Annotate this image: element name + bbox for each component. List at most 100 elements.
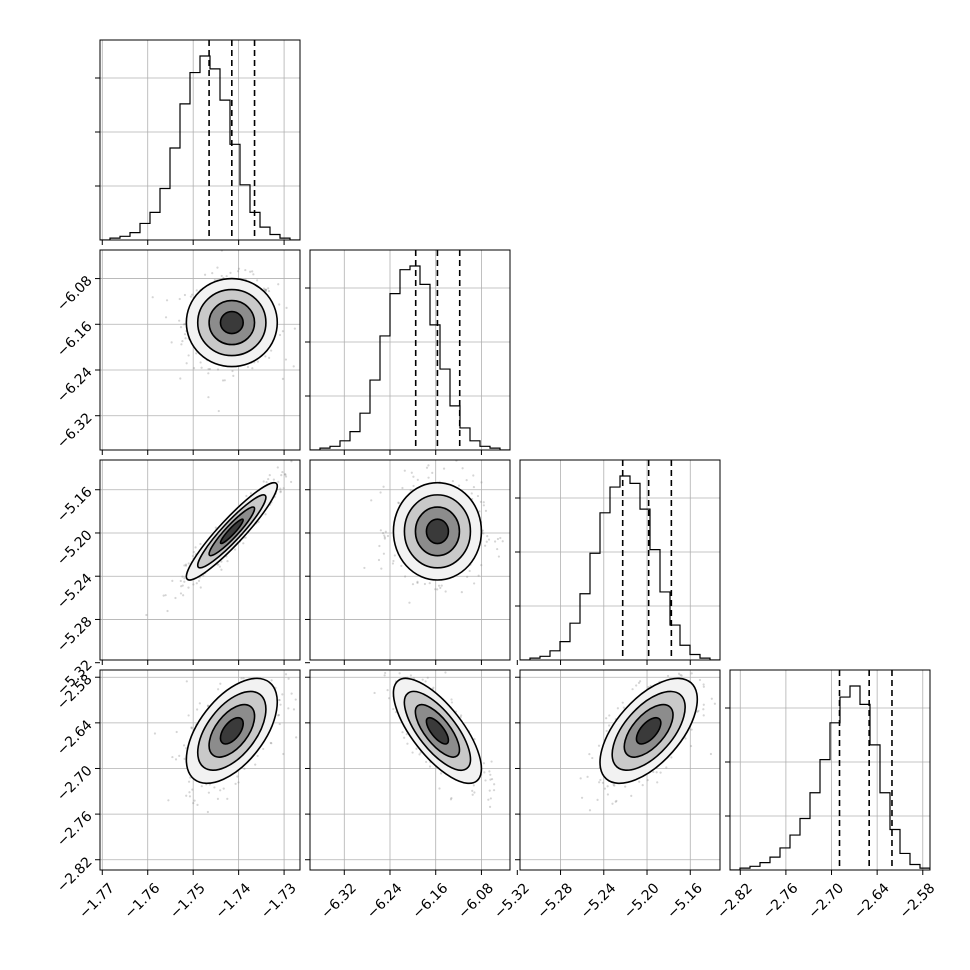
sample-point: [287, 677, 290, 680]
sample-point: [677, 672, 681, 675]
x-tick-label: −2.76: [760, 880, 802, 922]
sample-point: [603, 787, 606, 790]
sample-point: [256, 360, 260, 363]
sample-point: [223, 379, 226, 382]
hist-panel-2: [515, 459, 721, 665]
sample-point: [489, 778, 492, 781]
sample-point: [242, 542, 245, 545]
sample-point: [213, 786, 216, 789]
sample-point: [200, 366, 203, 369]
sample-point: [196, 803, 199, 807]
sample-point: [244, 268, 247, 272]
sample-point: [373, 691, 376, 695]
sample-point: [386, 689, 389, 692]
sample-point: [425, 466, 429, 469]
density-contour: [208, 506, 256, 557]
sample-point: [267, 287, 270, 290]
sample-point: [237, 267, 241, 270]
sample-point: [206, 704, 210, 707]
sample-point: [490, 760, 493, 763]
sample-point: [178, 319, 181, 322]
sample-point: [411, 583, 415, 586]
density-contour: [392, 481, 483, 581]
sample-point: [416, 581, 419, 584]
sample-point: [679, 673, 682, 677]
density-contour: [425, 518, 450, 545]
sample-point: [689, 744, 693, 748]
sample-point: [277, 283, 280, 286]
sample-point: [482, 504, 485, 507]
sample-point: [187, 780, 191, 783]
sample-point: [439, 586, 442, 589]
sample-point: [263, 288, 267, 291]
sample-point: [484, 544, 487, 547]
density-contour: [635, 716, 662, 745]
sample-point: [179, 326, 183, 329]
sample-point: [187, 562, 190, 565]
sample-point: [269, 741, 272, 745]
sample-point: [652, 770, 655, 774]
sample-point: [614, 800, 617, 803]
sample-point: [265, 288, 268, 292]
sample-point: [183, 293, 187, 297]
sample-point: [485, 540, 488, 543]
x-tick-label: −6.16: [410, 880, 452, 922]
sample-point: [236, 775, 239, 778]
sample-point: [489, 797, 492, 800]
sample-point: [306, 704, 308, 706]
sample-point: [424, 680, 427, 683]
sample-point: [170, 341, 173, 344]
y-tick-label: −6.16: [54, 319, 96, 361]
sample-point: [406, 742, 409, 745]
sample-point: [487, 538, 491, 541]
sample-point: [363, 566, 366, 570]
sample-point: [702, 714, 705, 717]
sample-point: [264, 288, 268, 291]
sample-point: [167, 799, 170, 802]
sample-point: [267, 290, 271, 293]
y-tick-label: −5.16: [54, 484, 96, 526]
sample-point: [416, 580, 419, 583]
sample-point: [295, 736, 298, 739]
y-tick-label: −2.64: [54, 717, 96, 759]
sample-point: [382, 485, 385, 488]
sample-point: [437, 584, 441, 587]
sample-point: [185, 747, 188, 750]
sample-point: [434, 588, 437, 591]
sample-point: [439, 772, 443, 775]
sample-point: [599, 778, 602, 782]
sample-point: [200, 785, 203, 788]
sample-point: [251, 270, 254, 273]
sample-point: [428, 765, 432, 768]
sample-point: [182, 594, 185, 597]
sample-point: [438, 787, 441, 790]
x-tick-label: −1.73: [258, 880, 300, 922]
sample-point: [145, 613, 148, 617]
sample-point: [192, 583, 195, 586]
sample-point: [251, 367, 254, 370]
sample-point: [199, 586, 202, 589]
sample-point: [460, 591, 463, 594]
sample-point: [670, 756, 673, 759]
sample-point: [471, 793, 474, 796]
sample-point: [702, 708, 705, 711]
sample-point: [217, 563, 220, 566]
density-fill: [426, 519, 449, 544]
sample-point: [466, 575, 469, 578]
sample-point: [479, 500, 482, 504]
sample-point: [690, 728, 693, 731]
sample-point: [270, 679, 273, 682]
sample-point: [449, 798, 453, 801]
y-tick-label: −5.28: [54, 614, 96, 656]
panel-0-1: −6.32−6.24−6.16−6.08: [54, 249, 301, 455]
sample-point: [412, 484, 415, 488]
sample-point: [697, 709, 700, 712]
sample-point: [184, 563, 188, 566]
sample-point: [191, 788, 194, 791]
sample-point: [217, 688, 220, 691]
y-tick-label: −5.20: [54, 527, 96, 569]
density-contour: [219, 518, 244, 545]
sample-point: [278, 722, 281, 726]
sample-point: [282, 487, 285, 490]
sample-point: [183, 580, 186, 583]
